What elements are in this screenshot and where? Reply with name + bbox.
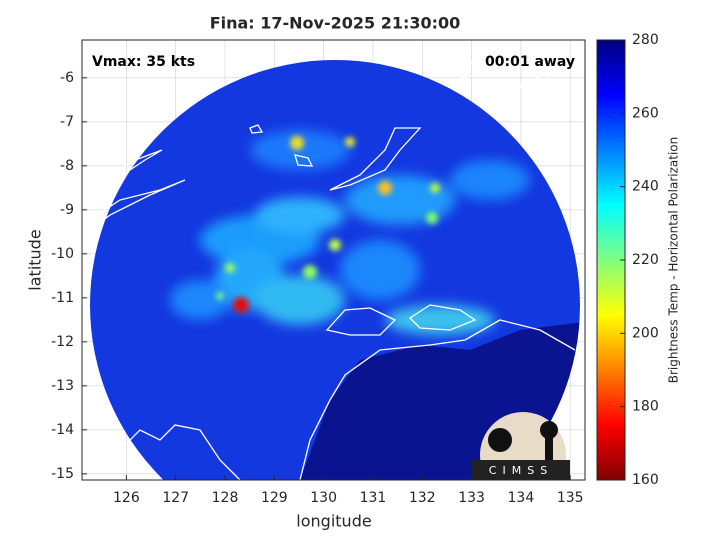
colorbar-tick-label: 280 — [632, 32, 659, 48]
y-tick-label: -14 — [51, 422, 74, 438]
colorbar-tick-label: 260 — [632, 105, 659, 121]
colorbar-tick-label: 220 — [632, 252, 659, 268]
y-tick-label: -6 — [60, 70, 74, 86]
y-tick-label: -11 — [51, 290, 74, 306]
colorbar-tick-label: 180 — [632, 399, 659, 415]
x-tick-label: 133 — [458, 490, 485, 506]
x-tick-label: 129 — [261, 490, 288, 506]
x-tick-label: 131 — [360, 490, 387, 506]
y-tick-label: -13 — [51, 378, 74, 394]
y-tick-label: -7 — [60, 114, 74, 130]
y-axis-label: latitude — [26, 229, 45, 290]
x-tick-label: 134 — [508, 490, 535, 506]
x-tick-label: 127 — [162, 490, 189, 506]
annotation: 00:01 away — [485, 54, 575, 70]
x-tick-label: 126 — [113, 490, 140, 506]
x-tick-label: 130 — [310, 490, 337, 506]
axes-box — [81, 39, 586, 481]
colorbar-tick-label: 200 — [632, 325, 659, 341]
x-tick-label: 132 — [409, 490, 436, 506]
x-tick-label: 135 — [557, 490, 584, 506]
y-tick-label: -15 — [51, 466, 74, 482]
chart-title: Fina: 17-Nov-2025 21:30:00 — [210, 14, 461, 33]
satellite-image: CIMSS — [82, 59, 580, 480]
colorbar-tick-label: 240 — [632, 179, 659, 195]
x-tick-label: 128 — [212, 490, 239, 506]
y-tick-label: -12 — [51, 334, 74, 350]
annotation: Vmax: 35 kts — [92, 54, 195, 70]
colorbar-tick-label: 160 — [632, 472, 659, 488]
y-tick-label: -8 — [60, 158, 74, 174]
y-tick-label: -10 — [51, 246, 74, 262]
logo-text: CIMSS — [489, 464, 553, 477]
logo: CIMSS — [472, 412, 570, 480]
colorbar-label: Brightness Temp - Horizontal Polarizatio… — [667, 137, 681, 384]
x-axis-label: longitude — [296, 512, 371, 531]
y-tick-label: -9 — [60, 202, 74, 218]
coastlines — [82, 59, 576, 480]
